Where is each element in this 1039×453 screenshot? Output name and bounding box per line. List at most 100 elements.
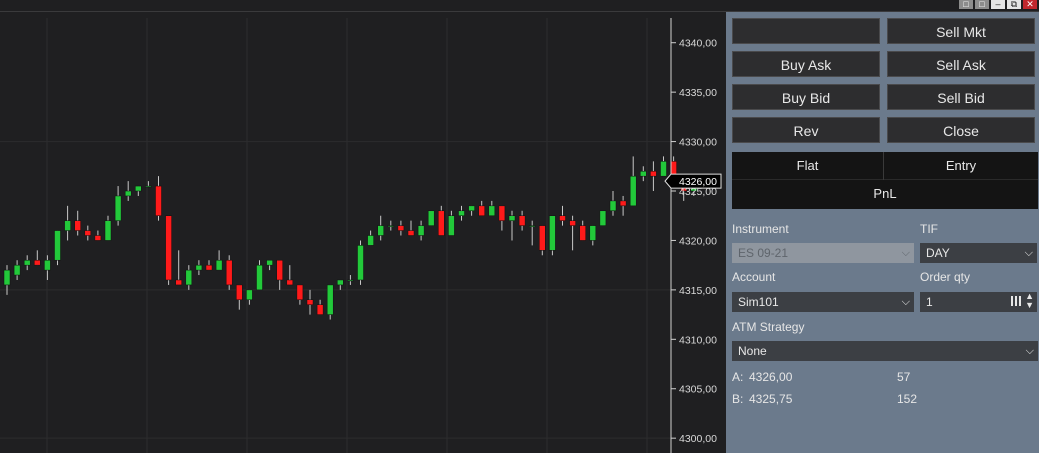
candle [569,215,576,251]
candle-body-up [468,205,475,212]
ask-price: 4326,00 [749,370,793,384]
candle [326,284,334,320]
candle-body-down [539,225,546,251]
candle-body-down [34,259,41,266]
restore-button[interactable]: ⧉ [1007,0,1021,9]
candle-body-up [104,220,112,241]
candle-body-up [195,264,203,271]
price-chart[interactable]: 4340,00 4335,00 4330,00 4325,00 4320,00 4315,… [0,18,726,453]
candle-body-down [579,225,586,241]
candle [34,250,41,266]
candle [44,255,51,280]
candle [438,205,445,236]
candle [225,255,233,290]
candle-body-down [518,215,526,226]
price-axis-label: 4300,00 [679,433,717,445]
buy-ask-button[interactable]: Buy Ask [732,51,880,77]
candle-body-up [640,170,647,177]
candle-body-up [114,195,122,221]
window-button-2[interactable]: □ [975,0,989,9]
candle [104,215,112,241]
price-axis-label: 4315,00 [679,285,717,297]
candle [508,210,516,241]
candle-body-up [599,210,607,226]
candle-body-up [347,279,354,282]
candle [367,230,374,246]
candle-body-down [165,215,172,281]
bid-price: 4325,75 [749,392,793,406]
sell-ask-button[interactable]: Sell Ask [887,51,1035,77]
candle [175,250,182,286]
candle [155,176,162,221]
tif-value: DAY [926,246,950,260]
candle-body-down [559,215,566,221]
price-axis-label: 4305,00 [679,384,717,396]
current-price-label: 4326,00 [679,176,717,188]
buy-bid-button[interactable]: Buy Bid [732,84,880,110]
candle [215,250,223,271]
candle [589,225,597,246]
candle [54,230,61,266]
candle [296,284,304,305]
candle-body-up [629,175,637,207]
candle-body-up [185,269,193,286]
blank-order-button[interactable] [732,18,880,44]
candle-body-up [326,284,334,315]
chart-trader-panel: Sell Mkt Buy Ask Sell Ask Buy Bid Sell B… [726,12,1039,453]
calculator-icon[interactable] [1011,296,1021,306]
candle [286,265,294,286]
minimize-button[interactable]: – [991,0,1005,9]
candle-body-up [458,210,465,216]
candle-body-down [236,284,243,301]
atm-strategy-select[interactable]: None ⌵ [732,341,1038,361]
candle [407,220,415,236]
candle [458,205,465,221]
tif-label: TIF [920,222,938,236]
instrument-select[interactable]: ES 09-21 ⌵ [732,243,914,263]
account-select[interactable]: Sim101 ⌵ [732,292,914,312]
candle-body-down [155,185,162,216]
candle-body-down [94,235,102,241]
instrument-value: ES 09-21 [738,246,789,260]
tif-select[interactable]: DAY ⌵ [920,243,1037,263]
candle-body-up [145,185,152,188]
sell-bid-button[interactable]: Sell Bid [887,84,1035,110]
chevron-down-icon: ⌵ [1024,247,1033,259]
candle-body-up [609,200,617,212]
candlestick-chart-svg[interactable]: 4340,00 4335,00 4330,00 4325,00 4320,00 4315,… [0,18,726,453]
candle-body-up [135,185,142,192]
close-window-button[interactable]: ✕ [1023,0,1037,9]
candle-body-up [427,210,435,226]
window-button-1[interactable]: □ [959,0,973,9]
candle [549,215,556,256]
chevron-down-icon: ⌵ [901,296,910,308]
price-axis-label: 4335,00 [679,87,717,99]
candle [84,225,92,241]
candle [528,220,536,246]
candle [559,205,566,226]
candle-body-up [528,225,536,227]
reverse-button[interactable]: Rev [732,117,880,143]
candle [306,289,314,315]
order-qty-label: Order qty [920,270,971,284]
candle-body-up [337,279,344,286]
pnl-display: PnL [732,180,1038,209]
candle [185,265,193,290]
candle [337,279,344,290]
order-qty-input[interactable]: 1 ▲ ▼ [920,292,1037,312]
candle-body-up [13,264,21,276]
candle-body-up [417,225,425,236]
candle-body-down [569,220,576,226]
close-position-button[interactable]: Close [887,117,1035,143]
candle [357,240,364,285]
candle-body-down [276,259,283,281]
stepper-icon[interactable]: ▲ ▼ [1025,291,1034,310]
window-controls: □ □ – ⧉ ✕ [959,0,1037,9]
candle-body-up [266,259,273,266]
candle-body-up [54,230,61,261]
candle-body-up [357,245,364,281]
sell-mkt-button[interactable]: Sell Mkt [887,18,1035,44]
candle [124,181,132,201]
candle-body-up [377,225,384,236]
candle [236,284,243,310]
